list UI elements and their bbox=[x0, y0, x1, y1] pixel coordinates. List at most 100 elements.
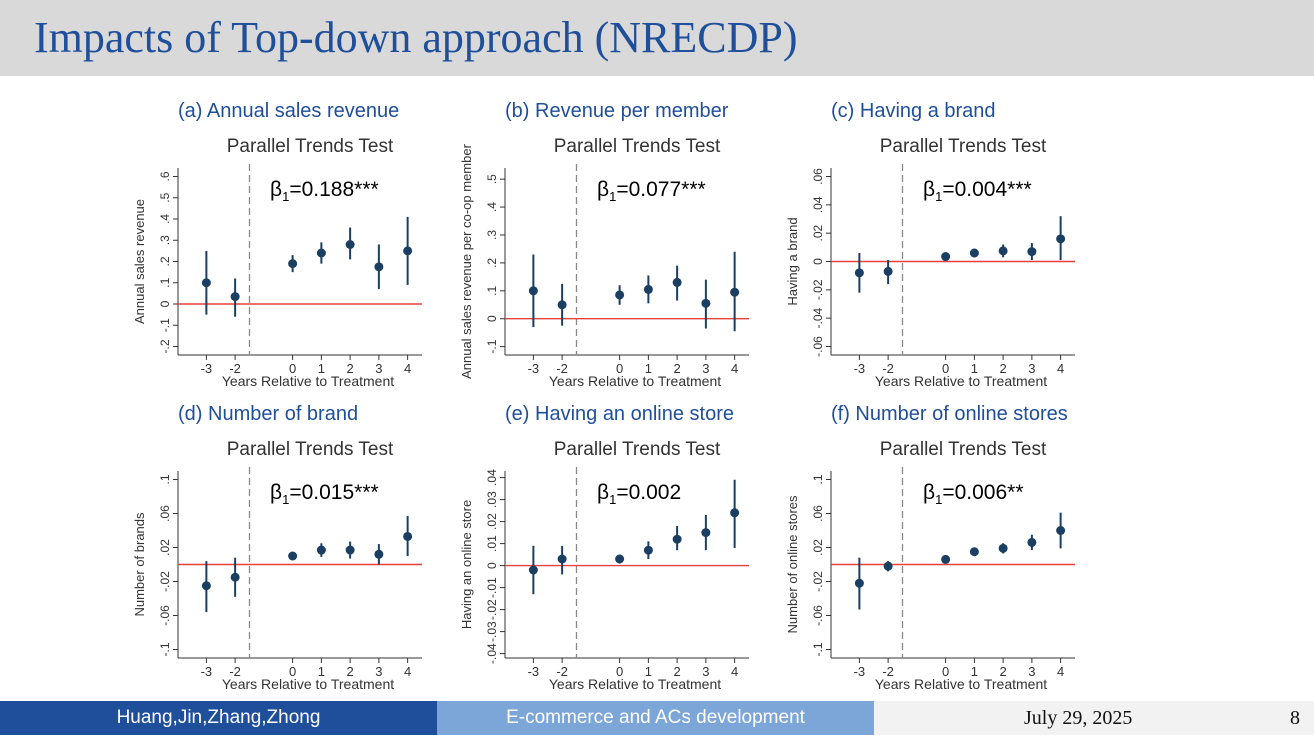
y-tick-label: -.06 bbox=[811, 336, 825, 357]
chart-svg: Parallel Trends Testβ1=0.002-.04-.03-.02… bbox=[459, 439, 749, 692]
x-tick-label: -2 bbox=[229, 664, 241, 679]
x-tick-label: 2 bbox=[674, 361, 681, 376]
estimate-point bbox=[730, 508, 740, 518]
y-tick-label: .5 bbox=[158, 192, 172, 202]
y-tick-label: .1 bbox=[485, 285, 499, 295]
y-tick-label: 0 bbox=[485, 562, 499, 569]
estimate-point bbox=[345, 240, 355, 249]
estimate-point bbox=[528, 565, 538, 575]
estimate-point bbox=[528, 286, 538, 296]
y-tick-label: -.06 bbox=[811, 605, 825, 626]
x-tick-label: 1 bbox=[318, 664, 325, 679]
x-tick-label: -3 bbox=[528, 361, 540, 376]
x-tick-label: -2 bbox=[882, 664, 894, 679]
estimate-point bbox=[969, 547, 979, 557]
x-tick-label: -3 bbox=[854, 361, 866, 376]
beta-subscript: 1 bbox=[282, 492, 289, 507]
chart-title: Parallel Trends Test bbox=[880, 136, 1047, 157]
beta-annotation: β1=0.188*** bbox=[270, 178, 379, 204]
x-tick-label: 3 bbox=[375, 664, 382, 679]
x-tick-label: 1 bbox=[318, 361, 325, 376]
panel-caption: (a) Annual sales revenue bbox=[178, 100, 400, 122]
chart-title: Parallel Trends Test bbox=[227, 136, 394, 157]
y-tick-label: .06 bbox=[811, 168, 825, 185]
y-tick-label: -.02 bbox=[485, 599, 499, 620]
y-tick-label: .02 bbox=[811, 225, 825, 242]
x-tick-label: -3 bbox=[201, 664, 213, 679]
estimate-point bbox=[201, 278, 211, 288]
y-tick-label: .5 bbox=[485, 174, 499, 184]
chart-panel: Parallel Trends Test β1=0.006** -.1 -.06 -.0… bbox=[783, 431, 1081, 703]
page-number: 8 bbox=[1290, 707, 1300, 729]
chart-svg: Parallel Trends Testβ1=0.015***-.1-.06-.… bbox=[132, 439, 422, 692]
x-tick-label: -2 bbox=[229, 361, 241, 376]
beta-subscript: 1 bbox=[282, 189, 289, 204]
beta-annotation: β1=0.006** bbox=[923, 481, 1024, 507]
x-tick-label: -2 bbox=[882, 361, 894, 376]
chart-svg: Parallel Trends Testβ1=0.006**-.1-.06-.0… bbox=[785, 439, 1075, 692]
estimate-point bbox=[941, 252, 951, 262]
estimate-point bbox=[288, 551, 298, 561]
y-tick-label: .2 bbox=[158, 256, 172, 266]
beta-value: =0.015*** bbox=[289, 481, 378, 504]
estimate-point bbox=[403, 531, 413, 541]
x-tick-label: 1 bbox=[971, 664, 978, 679]
x-axis-label: Years Relative to Treatment bbox=[549, 676, 721, 692]
beta-annotation: β1=0.002 bbox=[597, 481, 681, 507]
estimate-point bbox=[1056, 234, 1066, 244]
estimate-point bbox=[288, 259, 298, 269]
x-tick-label: -3 bbox=[201, 361, 213, 376]
beta-subscript: 1 bbox=[935, 189, 942, 204]
x-tick-label: 2 bbox=[1000, 664, 1007, 679]
x-tick-label: 3 bbox=[1028, 361, 1035, 376]
y-axis-label: Number of brands bbox=[132, 512, 147, 617]
estimate-point bbox=[374, 549, 384, 559]
y-tick-label: -.1 bbox=[158, 318, 172, 332]
x-tick-label: 4 bbox=[1057, 664, 1064, 679]
x-tick-label: 0 bbox=[289, 664, 296, 679]
footer-date: July 29, 2025 bbox=[1024, 707, 1133, 729]
beta-subscript: 1 bbox=[609, 189, 616, 204]
chart-svg: Parallel Trends Testβ1=0.188***-.2-.10.1… bbox=[132, 136, 422, 389]
beta-subscript: 1 bbox=[935, 492, 942, 507]
panel-caption: (e) Having an online store bbox=[505, 403, 735, 425]
panel-caption: (b) Revenue per member bbox=[505, 100, 729, 122]
footer-authors: Huang,Jin,Zhang,Zhong bbox=[0, 701, 437, 735]
footer-topic: E-commerce and ACs development bbox=[437, 701, 874, 735]
estimate-point bbox=[230, 292, 240, 302]
beta-annotation: β1=0.077*** bbox=[597, 178, 706, 204]
y-axis-label: Number of online stores bbox=[785, 495, 800, 634]
estimate-point bbox=[1027, 247, 1037, 257]
x-tick-label: 4 bbox=[404, 361, 411, 376]
x-tick-label: 1 bbox=[971, 361, 978, 376]
chart-title: Parallel Trends Test bbox=[227, 439, 394, 460]
x-tick-label: -2 bbox=[556, 361, 568, 376]
x-tick-label: 0 bbox=[616, 361, 623, 376]
chart-title: Parallel Trends Test bbox=[880, 439, 1047, 460]
estimate-point bbox=[883, 266, 893, 276]
y-tick-label: .04 bbox=[811, 196, 825, 213]
estimate-point bbox=[643, 545, 653, 555]
estimate-point bbox=[1056, 526, 1066, 535]
y-axis-label: Annual sales revenue bbox=[132, 199, 147, 324]
estimate-point bbox=[316, 545, 326, 555]
x-tick-label: 2 bbox=[1000, 361, 1007, 376]
y-tick-label: .6 bbox=[158, 171, 172, 181]
y-tick-label: .2 bbox=[485, 258, 499, 268]
x-tick-label: -3 bbox=[528, 664, 540, 679]
x-tick-label: -3 bbox=[854, 664, 866, 679]
beta-symbol: β bbox=[270, 481, 282, 504]
y-tick-label: -.1 bbox=[485, 339, 499, 353]
y-tick-label: -.04 bbox=[811, 308, 825, 329]
y-tick-label: 0 bbox=[485, 315, 499, 322]
estimate-point bbox=[615, 290, 625, 300]
estimate-point bbox=[201, 581, 211, 591]
x-tick-label: 0 bbox=[942, 664, 949, 679]
beta-annotation: β1=0.015*** bbox=[270, 481, 379, 507]
x-tick-label: 3 bbox=[1028, 664, 1035, 679]
y-tick-label: .03 bbox=[485, 491, 499, 508]
beta-value: =0.077*** bbox=[616, 178, 705, 201]
y-tick-label: .3 bbox=[158, 235, 172, 245]
footer-date-block: July 29, 2025 8 bbox=[874, 701, 1314, 735]
y-tick-label: .06 bbox=[158, 505, 172, 522]
